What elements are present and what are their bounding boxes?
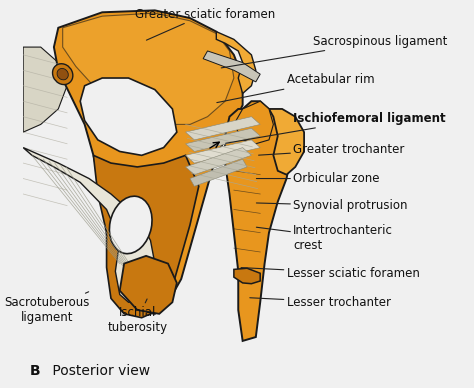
Polygon shape [80, 78, 177, 155]
Polygon shape [186, 128, 260, 151]
Text: Sacrotuberous
ligament: Sacrotuberous ligament [5, 292, 90, 324]
Ellipse shape [57, 68, 68, 80]
Polygon shape [63, 13, 234, 125]
Polygon shape [120, 256, 177, 314]
Polygon shape [234, 268, 260, 284]
Polygon shape [54, 10, 243, 314]
Polygon shape [186, 117, 260, 140]
Text: Intertrochanteric
crest: Intertrochanteric crest [256, 225, 393, 253]
Text: Lesser sciatic foramen: Lesser sciatic foramen [241, 267, 419, 280]
Text: Acetabular rim: Acetabular rim [217, 73, 374, 102]
Polygon shape [234, 101, 273, 144]
Polygon shape [186, 140, 260, 163]
Ellipse shape [109, 196, 152, 254]
Polygon shape [225, 101, 291, 341]
Polygon shape [23, 47, 67, 132]
Ellipse shape [53, 64, 73, 85]
Text: Orbicular zone: Orbicular zone [256, 172, 380, 185]
Polygon shape [269, 109, 304, 175]
Text: Ischiofemoral ligament: Ischiofemoral ligament [226, 112, 446, 143]
Text: Greater sciatic foramen: Greater sciatic foramen [135, 8, 275, 40]
Polygon shape [186, 147, 251, 175]
Text: Greater trochanter: Greater trochanter [259, 143, 404, 156]
Polygon shape [190, 159, 247, 186]
Text: Ischial
tuberosity: Ischial tuberosity [107, 299, 167, 334]
Text: Lesser trochanter: Lesser trochanter [250, 296, 391, 309]
Text: Posterior view: Posterior view [48, 364, 150, 378]
Text: Synovial protrusion: Synovial protrusion [256, 199, 408, 212]
Text: B: B [30, 364, 40, 378]
Polygon shape [216, 32, 256, 94]
Polygon shape [93, 155, 199, 318]
Polygon shape [203, 51, 260, 82]
Polygon shape [23, 147, 155, 302]
Text: Sacrospinous ligament: Sacrospinous ligament [221, 35, 447, 68]
